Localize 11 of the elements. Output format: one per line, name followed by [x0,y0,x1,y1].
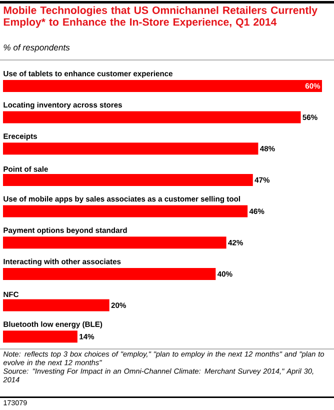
bar [3,268,216,280]
bar [3,299,110,312]
bar [3,330,78,343]
bar [3,174,253,186]
bar [3,111,301,124]
bar [3,236,226,249]
bar [3,142,258,155]
bar [3,205,248,218]
bar [3,80,322,92]
chart-title: Mobile Technologies that US Omnichannel Retailers Currently Employ* to Enhance the In-Store Experience, Q1 2014 [4,6,318,28]
chart-subtitle: % of respondents [4,44,70,52]
